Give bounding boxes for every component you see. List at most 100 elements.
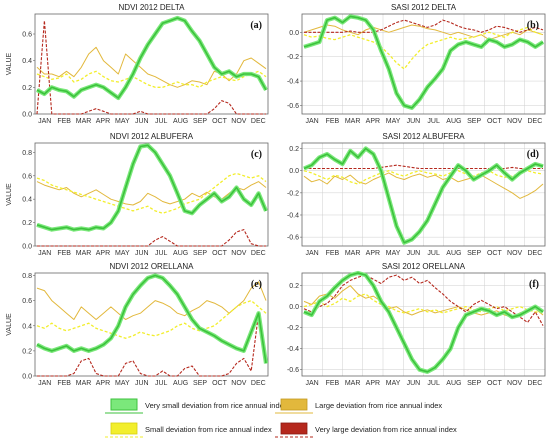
- x-tick-label: OCT: [487, 250, 503, 257]
- x-tick-label: DEC: [527, 380, 542, 387]
- x-tick-label: JAN: [306, 250, 319, 257]
- chart-panel-f: SASI 2012 ORELLANA 0.2 0.0 -0.2 -0.4 -0.6 JAN F…: [287, 262, 546, 387]
- y-tick-label: -0.6: [287, 367, 299, 374]
- x-tick-label: JAN: [38, 380, 51, 387]
- y-tick-label: 0.4: [22, 197, 32, 204]
- series-line-very-small: [36, 144, 267, 231]
- series-line-very-small: [303, 272, 544, 373]
- legend-swatch: [280, 398, 308, 411]
- series-line-small: [303, 26, 544, 70]
- x-tick-label: AUG: [173, 250, 188, 257]
- series-line-small: [36, 299, 267, 339]
- y-tick-label: -0.4: [287, 212, 299, 219]
- series-line-large: [303, 24, 544, 41]
- y-tick-label: 0.0: [22, 112, 32, 119]
- x-tick-label: NOV: [507, 250, 523, 257]
- x-tick-label: MAR: [345, 118, 361, 125]
- y-tick-label: 0.8: [22, 150, 32, 157]
- series-group: [36, 273, 269, 377]
- series-line-large: [36, 181, 267, 206]
- series-group: [36, 143, 268, 247]
- legend-swatch: [110, 422, 138, 435]
- y-tick-label: -0.4: [287, 79, 299, 86]
- chart-title: NDVI 2012 DELTA: [119, 3, 186, 12]
- chart-title: NDVI 2012 ALBUFERA: [110, 132, 194, 141]
- y-tick-label: -0.2: [287, 325, 299, 332]
- x-tick-label: MAY: [115, 250, 130, 257]
- series-line-very-large: [303, 274, 544, 326]
- y-tick-label: 0.0: [22, 374, 32, 381]
- y-tick-label: -0.2: [287, 190, 299, 197]
- y-tick-label: 0.4: [22, 58, 32, 65]
- chart-panel-b: SASI 2012 DELTA 0.0 -0.2 -0.4 -0.6 JAN FEB MAR A…: [287, 3, 546, 125]
- x-tick-label: MAR: [345, 380, 361, 387]
- x-tick-label: MAR: [76, 380, 92, 387]
- series-line-very-small-halo: [36, 15, 268, 101]
- x-tick-label: JUL: [155, 380, 168, 387]
- series-line-small: [36, 70, 267, 88]
- x-tick-label: SEP: [467, 118, 481, 125]
- x-tick-label: JAN: [306, 118, 319, 125]
- y-axis-label: VALUE: [6, 313, 13, 336]
- legend-label: Large deviation from rice annual index: [315, 401, 442, 410]
- y-tick-label: -0.2: [287, 54, 299, 61]
- x-tick-label: APR: [366, 118, 380, 125]
- x-tick-label: OCT: [212, 380, 228, 387]
- x-tick-label: MAY: [115, 380, 130, 387]
- x-tick-label: NOV: [231, 380, 247, 387]
- y-axis-label: VALUE: [6, 52, 13, 75]
- x-tick-label: MAY: [386, 250, 401, 257]
- x-tick-label: AUG: [446, 250, 461, 257]
- x-tick-label: JUN: [407, 250, 421, 257]
- chart-title: NDVI 2012 ORELLANA: [109, 262, 194, 271]
- y-tick-label: 0.2: [22, 348, 32, 355]
- series-line-large: [36, 281, 267, 320]
- x-tick-label: SEP: [467, 380, 481, 387]
- y-tick-label: 0.2: [289, 283, 299, 290]
- x-tick-label: MAR: [345, 250, 361, 257]
- x-tick-label: JUN: [407, 118, 421, 125]
- x-tick-label: JUL: [155, 118, 168, 125]
- x-tick-label: SEP: [193, 118, 207, 125]
- y-tick-label: 0.8: [22, 273, 32, 280]
- legend-item-very-large: Very large deviation from rice annual in…: [275, 422, 457, 438]
- chart-title: SASI 2012 ALBUFERA: [382, 132, 465, 141]
- x-tick-label: OCT: [487, 118, 503, 125]
- series-group: [303, 270, 545, 374]
- x-tick-label: MAY: [386, 118, 401, 125]
- series-line-very-small: [303, 147, 544, 244]
- y-tick-label: 0.4: [22, 323, 32, 330]
- x-tick-label: DEC: [527, 118, 542, 125]
- y-tick-label: 0.6: [22, 32, 32, 39]
- chart-title: SASI 2012 DELTA: [391, 3, 457, 12]
- x-tick-label: FEB: [326, 118, 340, 125]
- legend: Very small deviation from rice annual in…: [105, 398, 457, 438]
- y-tick-label: -0.4: [287, 346, 299, 353]
- x-tick-label: JUL: [427, 118, 440, 125]
- series-line-very-large: [304, 19, 544, 33]
- legend-item-large: Large deviation from rice annual index: [275, 398, 442, 414]
- series-line-small: [303, 293, 544, 314]
- x-tick-label: MAR: [76, 250, 92, 257]
- series-line-very-small: [36, 274, 267, 364]
- x-tick-label: SEP: [467, 250, 481, 257]
- y-tick-label: -0.6: [287, 235, 299, 242]
- plot-frame: [34, 272, 269, 377]
- x-tick-label: JAN: [38, 118, 51, 125]
- panel-label: (c): [251, 149, 262, 160]
- x-tick-label: MAY: [115, 118, 130, 125]
- chart-title: SASI 2012 ORELLANA: [382, 262, 466, 271]
- series-line-small: [36, 172, 267, 214]
- series-line-very-large: [37, 229, 266, 247]
- chart-panel-c: NDVI 2012 ALBUFERA 0.0 0.2 0.4 0.6 0.8 JAN FEB M…: [6, 132, 269, 257]
- x-tick-label: JUN: [407, 380, 421, 387]
- y-tick-label: 0.6: [22, 298, 32, 305]
- legend-label: Small deviation from rice annual index: [145, 425, 272, 434]
- legend-swatch: [280, 422, 308, 435]
- x-tick-label: OCT: [212, 118, 228, 125]
- x-tick-label: FEB: [326, 250, 340, 257]
- x-tick-label: APR: [96, 380, 110, 387]
- x-tick-label: NOV: [507, 118, 523, 125]
- x-tick-label: DEC: [251, 118, 266, 125]
